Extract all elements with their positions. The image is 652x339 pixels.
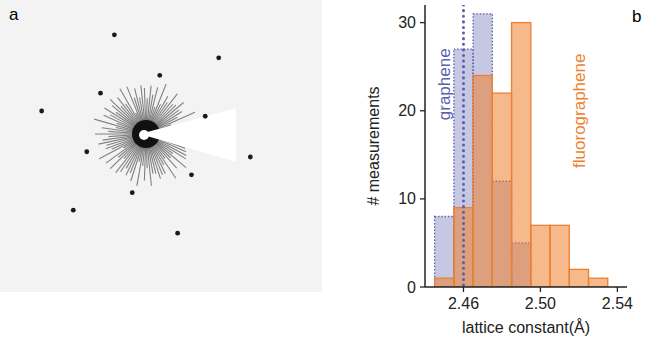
beam-stop-tip <box>139 130 149 140</box>
histogram-bar <box>435 278 454 287</box>
diffraction-spot <box>216 55 221 60</box>
histogram-bar <box>473 14 492 287</box>
y-tick <box>420 286 425 287</box>
y-tick <box>420 110 425 111</box>
plot-marks <box>435 5 608 287</box>
diffraction-spot <box>71 208 76 213</box>
x-tick-label: 2.50 <box>525 295 556 312</box>
y-tick-label: 10 <box>398 190 416 207</box>
reference-line <box>462 5 465 287</box>
figure: a 0 10 20 30 2.46 2.50 2.54 lattice constant(Å) #… <box>0 0 652 339</box>
x-tick <box>617 287 618 292</box>
x-axis <box>425 286 627 288</box>
panel-label: b <box>632 7 641 26</box>
histogram-bar <box>531 225 550 287</box>
series-graphene <box>435 14 531 287</box>
diffraction-spot <box>175 231 180 236</box>
x-tick-label: 2.54 <box>602 295 633 312</box>
histogram-bar <box>569 269 588 287</box>
x-tick <box>540 287 541 292</box>
diffraction-spot <box>189 172 194 177</box>
diffraction-spot <box>112 32 117 37</box>
y-tick <box>420 22 425 23</box>
histogram-bar <box>473 76 492 288</box>
panel-b: 0 10 20 30 2.46 2.50 2.54 lattice constant(Å) # … <box>365 5 641 336</box>
histogram-bar <box>550 225 569 287</box>
panel-a: a <box>0 0 322 292</box>
y-axis <box>424 5 426 287</box>
diffraction-spot <box>98 91 103 96</box>
y-tick-label: 20 <box>398 102 416 119</box>
beam-stop <box>140 108 236 162</box>
diffraction-spot <box>157 73 162 78</box>
histogram-bar <box>435 217 454 288</box>
histogram-bar <box>492 93 511 287</box>
y-tick <box>420 198 425 199</box>
x-axis-title: lattice constant(Å) <box>462 318 590 336</box>
y-tick-label: 30 <box>398 14 416 31</box>
diffraction-spot <box>39 109 44 114</box>
x-tick <box>463 287 464 292</box>
diffraction-spot <box>84 149 89 154</box>
series-label: graphene <box>435 48 454 120</box>
histogram-bar <box>512 23 531 287</box>
y-tick-label: 0 <box>407 279 416 296</box>
diffraction-spot <box>203 114 208 119</box>
diffraction-spot <box>130 190 135 195</box>
series-label: fluorographene <box>570 54 589 168</box>
diffraction-image <box>0 0 322 292</box>
panel-label: a <box>9 5 19 24</box>
series-fluorographene <box>435 23 608 287</box>
histogram-bar <box>589 278 608 287</box>
x-tick-label: 2.46 <box>448 295 479 312</box>
y-axis-title: # measurements <box>365 86 382 205</box>
diffraction-spot <box>248 155 253 160</box>
